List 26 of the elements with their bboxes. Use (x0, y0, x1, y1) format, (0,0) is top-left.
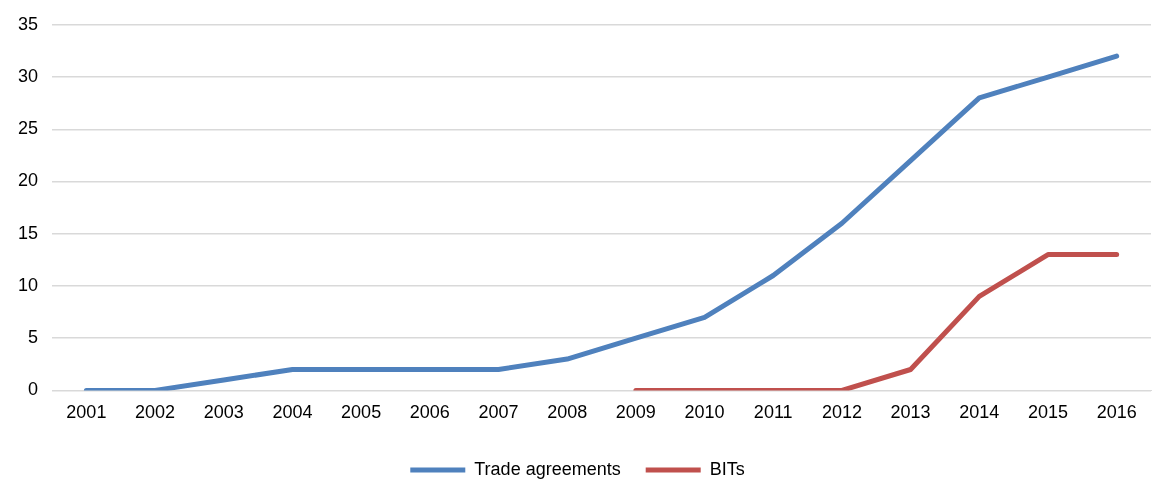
x-tick-label: 2002 (135, 402, 176, 423)
x-tick-label: 2007 (478, 402, 519, 423)
x-tick-label: 2015 (1027, 402, 1068, 423)
x-tick-label: 2010 (684, 402, 725, 423)
y-tick-label: 35 (17, 13, 39, 34)
y-tick-label: 20 (17, 170, 39, 191)
x-tick-label: 2001 (66, 402, 107, 423)
x-tick-label: 2011 (753, 402, 793, 423)
x-tick-label: 2004 (272, 402, 313, 423)
y-tick-label: 25 (17, 118, 39, 139)
y-tick-label: 30 (17, 66, 39, 86)
x-tick-label: 2012 (821, 402, 862, 423)
x-tick-label: 2003 (203, 402, 244, 423)
y-tick-label: 15 (17, 222, 39, 243)
y-tick-label: 5 (28, 327, 39, 348)
y-tick-label: 10 (17, 274, 39, 295)
x-tick-label: 2008 (547, 402, 588, 423)
x-tick-label: 2013 (890, 402, 931, 423)
x-tick-label: 2006 (409, 402, 450, 423)
x-tick-label: 2005 (341, 402, 382, 423)
legend-label: BITs (709, 458, 745, 479)
x-tick-label: 2014 (959, 402, 1000, 423)
legend-label: Trade agreements (474, 458, 621, 479)
x-tick-label: 2016 (1096, 402, 1137, 423)
y-tick-label: 0 (28, 379, 39, 400)
x-tick-label: 2009 (615, 402, 656, 423)
